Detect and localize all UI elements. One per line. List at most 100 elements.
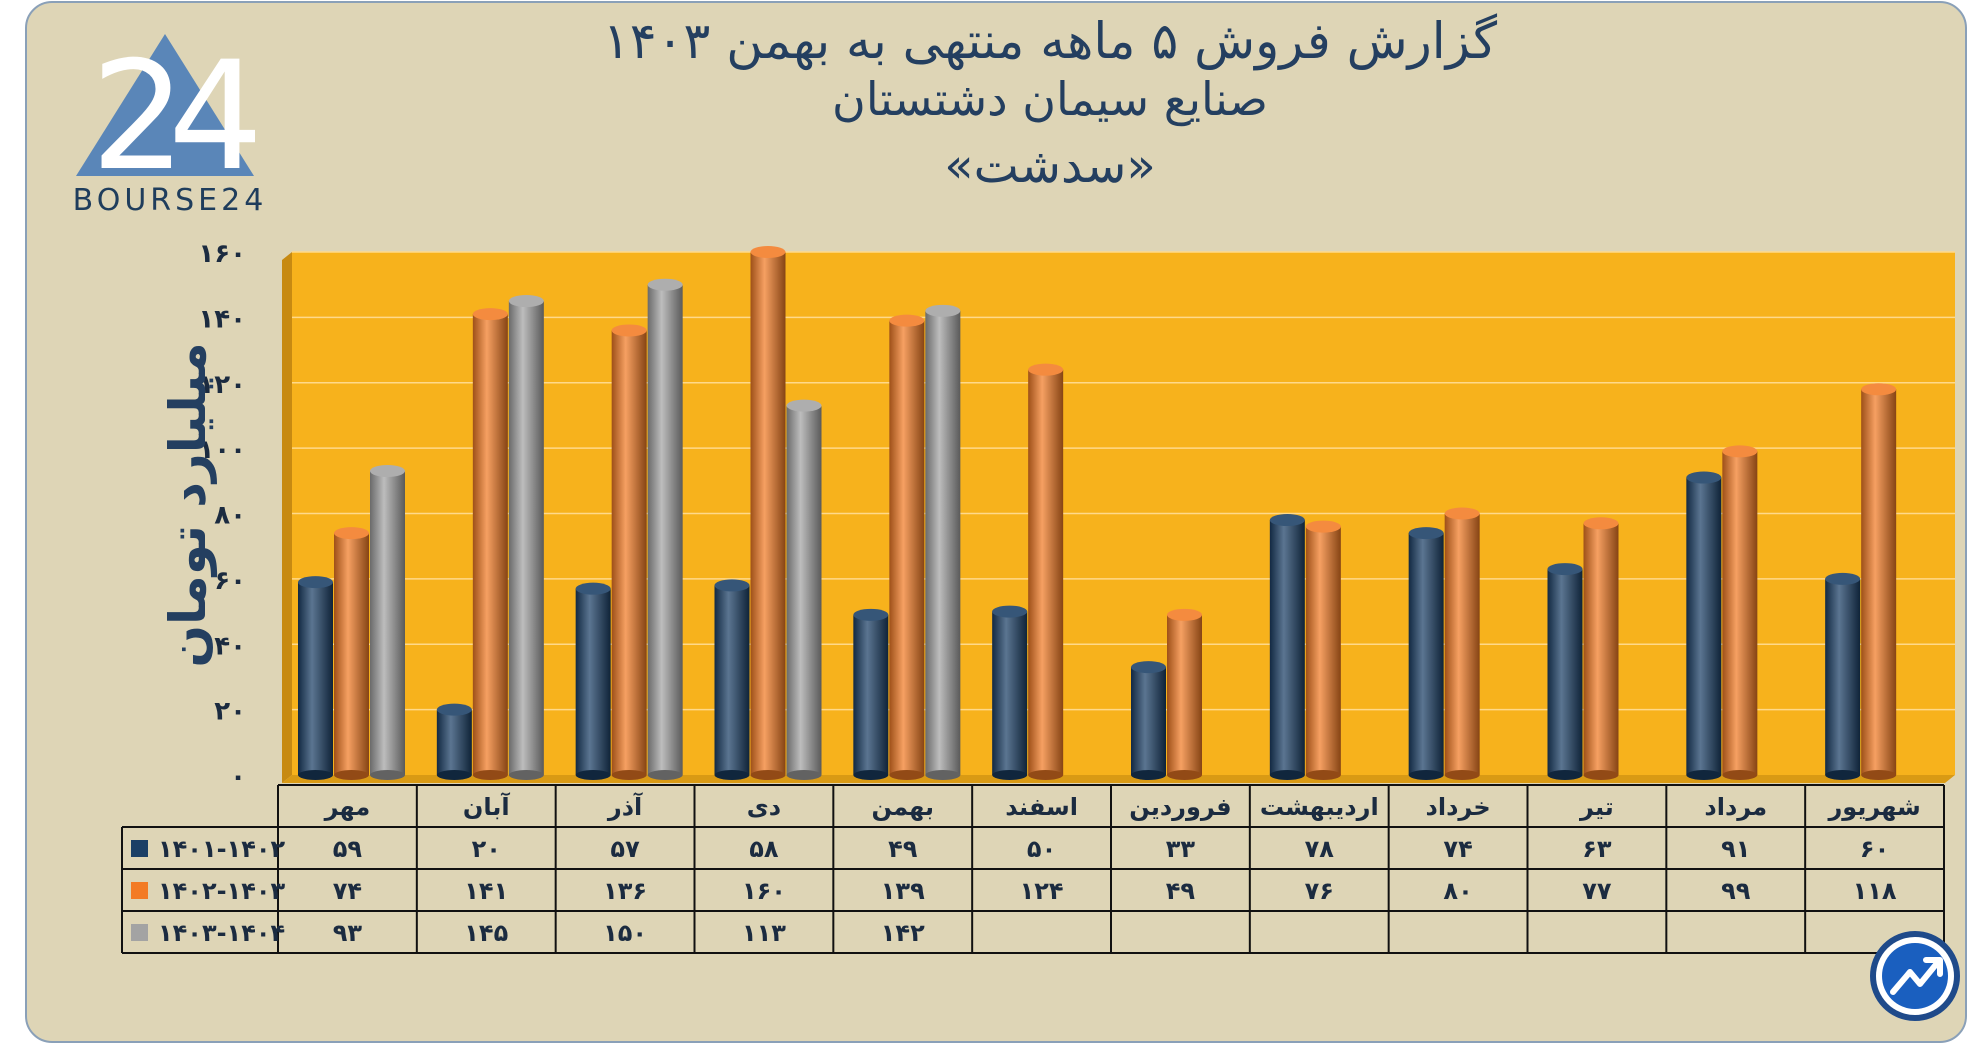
data-label-1-11: ۱۱۸ bbox=[1853, 877, 1897, 905]
bar-body bbox=[786, 405, 822, 775]
bar-0-10 bbox=[1686, 471, 1722, 780]
bar-base bbox=[334, 770, 369, 780]
bar-body bbox=[889, 320, 925, 775]
bar-body bbox=[714, 585, 750, 775]
bar-1-3 bbox=[750, 246, 786, 780]
bar-base bbox=[298, 770, 333, 780]
bar-base bbox=[436, 770, 472, 780]
bar-body bbox=[472, 314, 508, 775]
bar-0-9 bbox=[1547, 563, 1583, 780]
bar-base bbox=[1686, 770, 1722, 780]
bar-base bbox=[1408, 770, 1444, 780]
data-label-1-8: ۸۰ bbox=[1443, 877, 1472, 905]
category-label: دی bbox=[747, 793, 781, 821]
bar-0-1 bbox=[436, 703, 472, 780]
bar-base bbox=[472, 770, 508, 780]
bar-0-4 bbox=[853, 608, 889, 780]
bar-cap bbox=[1408, 527, 1444, 540]
bar-body bbox=[925, 310, 961, 775]
data-label-2-3: ۱۱۳ bbox=[742, 919, 786, 947]
trend-arrow-icon bbox=[1870, 931, 1960, 1021]
bar-base bbox=[575, 770, 611, 780]
data-label-0-3: ۵۸ bbox=[749, 835, 779, 863]
data-label-0-1: ۲۰ bbox=[472, 835, 501, 863]
category-label: آذر bbox=[607, 792, 643, 821]
bar-cap bbox=[334, 527, 369, 540]
logo-text: BOURSE24 bbox=[72, 183, 268, 218]
bar-1-10 bbox=[1722, 445, 1758, 780]
category-label: فروردین bbox=[1129, 793, 1231, 821]
data-label-2-4: ۱۴۲ bbox=[881, 919, 925, 947]
data-label-2-2: ۱۵۰ bbox=[603, 919, 647, 947]
bar-body bbox=[647, 284, 683, 775]
bar-base bbox=[1028, 770, 1064, 780]
badge-arrowhead bbox=[1923, 957, 1943, 977]
bar-base bbox=[1547, 770, 1583, 780]
bar-base bbox=[1269, 770, 1305, 780]
bar-cap bbox=[370, 465, 405, 478]
bar-2-1 bbox=[508, 295, 544, 780]
bar-cap bbox=[575, 582, 611, 595]
category-label: اسفند bbox=[1005, 793, 1078, 821]
data-label-1-3: ۱۶۰ bbox=[742, 877, 786, 905]
bar-body bbox=[1167, 614, 1202, 775]
bar-cap bbox=[436, 703, 472, 716]
bar-1-5 bbox=[1028, 363, 1064, 780]
category-label: مهر bbox=[324, 793, 371, 821]
bar-base bbox=[1305, 770, 1341, 780]
bar-cap bbox=[647, 278, 683, 291]
badge-arrow bbox=[1890, 959, 1941, 995]
bar-body bbox=[1305, 526, 1341, 775]
bar-base bbox=[1131, 770, 1166, 780]
bar-body bbox=[611, 330, 647, 775]
category-label: آبان bbox=[463, 792, 511, 821]
bar-cap bbox=[1861, 383, 1897, 396]
y-tick-label: ۴۰ bbox=[214, 631, 246, 661]
bar-base bbox=[1444, 770, 1480, 780]
logo-mark: 24 bbox=[91, 30, 256, 204]
bar-cap bbox=[1444, 507, 1480, 520]
legend-label-1: ۱۴۰۲-۱۴۰۳ bbox=[158, 877, 286, 905]
data-label-1-4: ۱۳۹ bbox=[881, 877, 925, 905]
bar-base bbox=[1825, 770, 1861, 780]
category-label: مرداد bbox=[1704, 793, 1767, 821]
bar-1-8 bbox=[1444, 507, 1480, 780]
legend-label-2: ۱۴۰۳-۱۴۰۴ bbox=[158, 919, 285, 947]
bar-cap bbox=[1825, 572, 1861, 585]
bar-0-0 bbox=[298, 576, 333, 780]
bar-base bbox=[925, 770, 961, 780]
bar-body bbox=[1861, 389, 1897, 775]
bar-cap bbox=[1131, 661, 1166, 674]
bar-body bbox=[1547, 569, 1583, 775]
bar-body bbox=[1131, 667, 1166, 775]
bar-base bbox=[992, 770, 1028, 780]
data-label-1-9: ۷۷ bbox=[1582, 877, 1612, 905]
bar-body bbox=[853, 614, 889, 775]
bar-cap bbox=[472, 308, 508, 321]
bar-base bbox=[750, 770, 786, 780]
bar-2-2 bbox=[647, 278, 683, 780]
data-label-0-7: ۷۸ bbox=[1305, 835, 1335, 863]
bar-base bbox=[786, 770, 822, 780]
bar-body bbox=[1444, 513, 1480, 775]
bar-cap bbox=[508, 295, 544, 308]
bar-base bbox=[1167, 770, 1202, 780]
bar-body bbox=[1686, 477, 1722, 775]
bar-body bbox=[1722, 451, 1758, 775]
bar-0-2 bbox=[575, 582, 611, 780]
data-label-0-0: ۵۹ bbox=[333, 835, 363, 863]
bar-body bbox=[334, 533, 369, 775]
data-label-2-0: ۹۳ bbox=[333, 919, 363, 947]
bar-1-6 bbox=[1167, 608, 1202, 780]
category-label: خرداد bbox=[1426, 793, 1491, 821]
bar-cap bbox=[925, 304, 961, 317]
data-label-1-0: ۷۴ bbox=[333, 877, 362, 905]
data-label-2-1: ۱۴۵ bbox=[464, 919, 508, 947]
chart-title-line-3: «سدشت» bbox=[944, 138, 1156, 194]
data-label-0-6: ۳۳ bbox=[1166, 835, 1196, 863]
bar-base bbox=[853, 770, 889, 780]
bar-base bbox=[1583, 770, 1619, 780]
category-label: تیر bbox=[1579, 793, 1614, 821]
bar-cap bbox=[298, 576, 333, 589]
